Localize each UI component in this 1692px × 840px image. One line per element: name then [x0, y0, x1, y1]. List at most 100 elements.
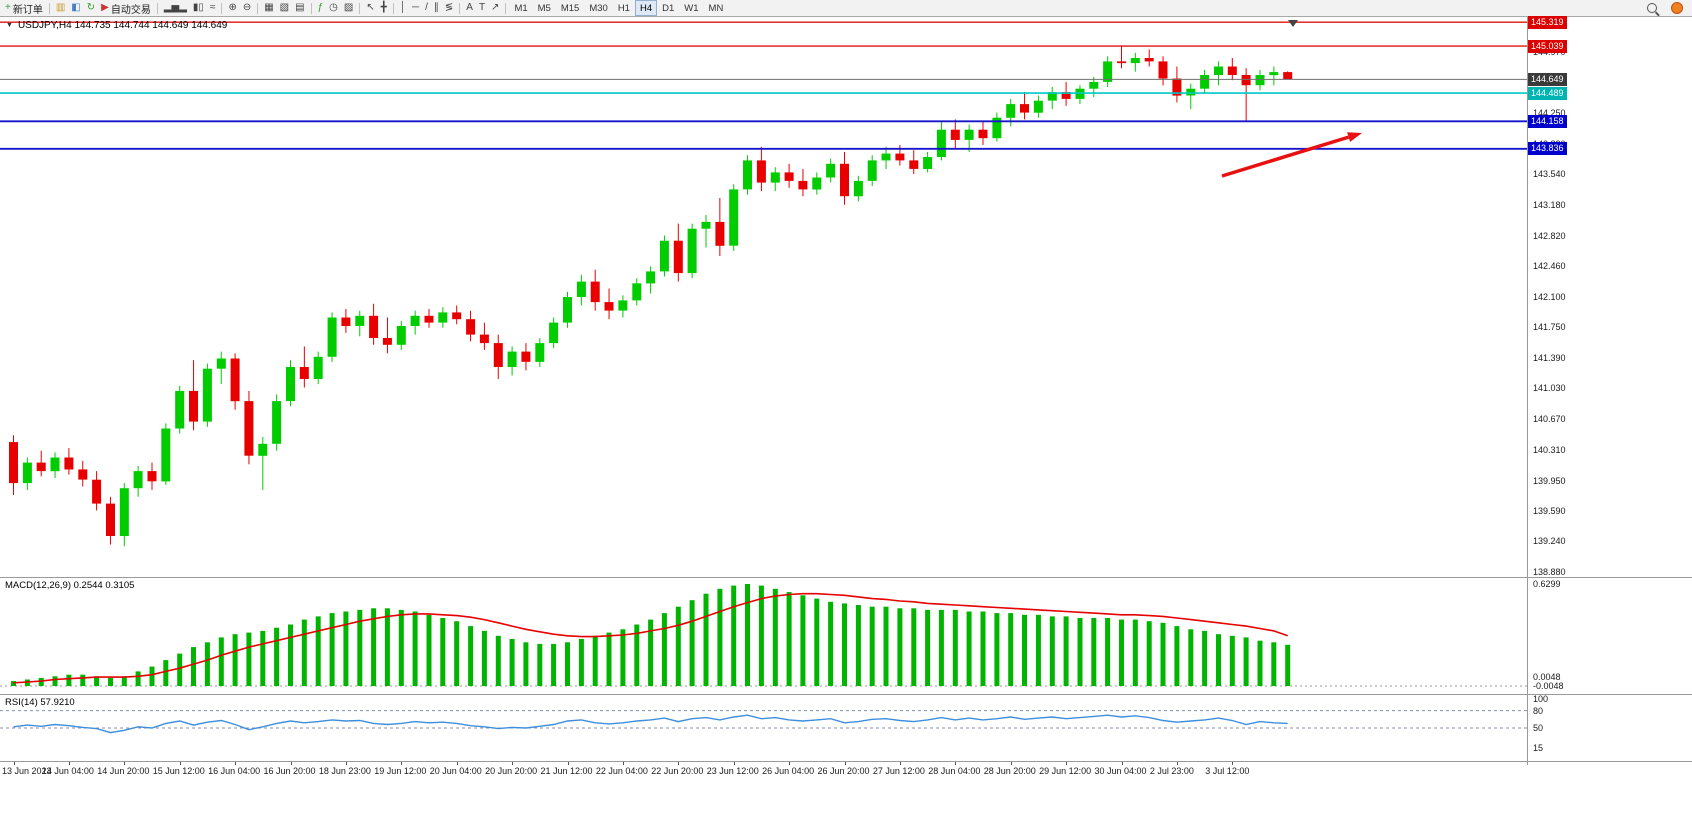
search-icon[interactable] — [1640, 1, 1664, 15]
candle-body — [1061, 92, 1071, 99]
candle-body — [147, 471, 157, 482]
macd-bar — [800, 595, 806, 686]
macd-bar — [772, 588, 778, 686]
templates-icon[interactable]: ▨ — [341, 1, 356, 15]
arrow-annotation-head[interactable] — [1347, 132, 1362, 142]
timeframe-button-m5[interactable]: M5 — [537, 2, 551, 14]
timeframe-button-h1[interactable]: H1 — [617, 2, 630, 14]
current-price-tag[interactable]: 144.649 — [1528, 72, 1567, 86]
candle-body — [1200, 75, 1210, 89]
time-axis-tick — [955, 762, 957, 765]
search-icon[interactable] — [1647, 3, 1657, 13]
time-axis[interactable]: 13 Jun 2023 14 Jun 04:00 14 Jun 20:00 15 Ju… — [0, 762, 1527, 780]
candle-body — [424, 315, 434, 323]
candle-body — [299, 367, 309, 379]
text-icon[interactable]: A — [463, 1, 476, 15]
time-axis-label: 13 Jun 2023 — [2, 766, 52, 776]
macd-pane[interactable] — [0, 578, 1527, 694]
time-axis-tick — [290, 762, 292, 765]
timeframe-button-m15[interactable]: M15 — [560, 2, 580, 14]
crosshair-icon[interactable]: ╋ — [378, 1, 390, 15]
zoom-in-icon: ⊕ — [228, 2, 237, 13]
collapse-triangle-icon[interactable]: ▼ — [6, 22, 13, 29]
candle-body — [369, 315, 379, 338]
bar-chart-icon: ▂▅▂ — [163, 2, 187, 13]
timeframe-button-m1[interactable]: M1 — [514, 2, 528, 14]
price-axis-tick: 140.310 — [1533, 444, 1566, 455]
arrow-annotation[interactable] — [1221, 135, 1350, 178]
bar-chart-icon[interactable]: ▂▅▂ — [161, 1, 190, 15]
indicators-icon[interactable]: ƒ — [315, 1, 327, 15]
notification-badge[interactable] — [1664, 1, 1690, 15]
pane-separator[interactable] — [0, 694, 1692, 695]
trendline-icon[interactable]: / — [422, 1, 431, 15]
candle-body — [466, 319, 476, 335]
horizontal-line-icon[interactable]: ─ — [409, 1, 422, 15]
cascade-windows-icon[interactable]: ▧ — [277, 1, 292, 15]
candle-body — [1186, 88, 1196, 96]
timeframe-button-d1[interactable]: D1 — [662, 2, 675, 14]
macd-bar — [1132, 619, 1138, 686]
candle-body — [36, 462, 46, 472]
periods-icon[interactable]: ◷ — [326, 1, 341, 15]
macd-bar — [1160, 622, 1166, 686]
price-level-tag[interactable]: 144.158 — [1528, 114, 1567, 128]
price-level-tag[interactable]: 145.319 — [1528, 15, 1567, 29]
price-level-tag[interactable]: 143.836 — [1528, 142, 1567, 156]
chart-shift-marker[interactable] — [1288, 20, 1298, 27]
equidistant-channel-icon[interactable]: ∥ — [431, 1, 442, 15]
price-level-tag[interactable]: 144.489 — [1528, 86, 1567, 100]
data-window-icon: ◧ — [71, 2, 81, 13]
macd-bar — [1035, 614, 1041, 686]
candle-body — [258, 443, 268, 456]
price-axis-tick: 139.590 — [1533, 506, 1566, 517]
macd-bar — [855, 605, 861, 686]
macd-bar — [177, 653, 183, 686]
rsi-pane[interactable] — [0, 695, 1527, 761]
refresh-icon[interactable]: ↻ — [84, 1, 98, 15]
rsi-scale-label: 100 — [1533, 694, 1549, 704]
price-level-tag[interactable]: 145.039 — [1528, 39, 1567, 53]
vertical-line-icon[interactable]: │ — [397, 1, 409, 15]
autotrading-button[interactable]: ▶ 自动交易 — [98, 1, 154, 16]
main-chart-pane[interactable] — [0, 17, 1527, 577]
timeframe-button-h4[interactable]: H4 — [634, 0, 658, 16]
time-axis-label: 2 Jul 23:00 — [1149, 766, 1194, 776]
candlesticks — [9, 45, 1293, 547]
macd-bar — [108, 677, 113, 686]
macd-bar — [1202, 630, 1208, 686]
fibonacci-icon[interactable]: ≶ — [442, 1, 456, 15]
pane-separator[interactable] — [0, 761, 1692, 762]
candle-body — [923, 157, 933, 169]
candle-body — [1255, 75, 1265, 86]
time-axis-tick — [844, 762, 846, 765]
toolbar-separator — [48, 2, 50, 14]
cursor-icon[interactable]: ↖ — [363, 1, 377, 15]
macd-bar — [80, 674, 86, 686]
time-axis-tick — [733, 762, 735, 765]
price-axis-tick: 139.240 — [1533, 536, 1566, 547]
text-label-icon[interactable]: T — [476, 1, 488, 15]
candlestick-chart-icon[interactable]: ▮▯ — [190, 1, 207, 15]
candle-body — [341, 317, 351, 326]
zoom-out-icon[interactable]: ⊖ — [240, 1, 254, 15]
data-window-icon[interactable]: ◧ — [68, 1, 83, 15]
new-order-button[interactable]: + 新订单 — [2, 1, 46, 16]
price-axis[interactable]: 144.970144.610144.250143.890143.540143.1… — [1527, 15, 1692, 765]
line-chart-icon[interactable]: ≈ — [207, 1, 219, 15]
timeframe-button-w1[interactable]: W1 — [684, 2, 699, 14]
time-axis-label: 20 Jun 04:00 — [429, 766, 482, 776]
arrange-windows-icon[interactable]: ▤ — [292, 1, 307, 15]
timeframe-button-mn[interactable]: MN — [708, 2, 724, 14]
macd-bar — [1146, 621, 1152, 686]
tile-windows-icon[interactable]: ▦ — [261, 1, 276, 15]
candle-body — [438, 312, 448, 323]
market-watch-icon[interactable]: ▥ — [53, 1, 68, 15]
notification-badge[interactable] — [1671, 2, 1683, 14]
zoom-in-icon[interactable]: ⊕ — [225, 1, 239, 15]
pane-separator[interactable] — [0, 577, 1692, 578]
timeframe-button-m30[interactable]: M30 — [589, 2, 608, 14]
text-label-icon: T — [478, 2, 486, 13]
time-axis-label: 20 Jun 20:00 — [485, 766, 538, 776]
arrows-tool-icon[interactable]: ↗ — [488, 1, 502, 15]
